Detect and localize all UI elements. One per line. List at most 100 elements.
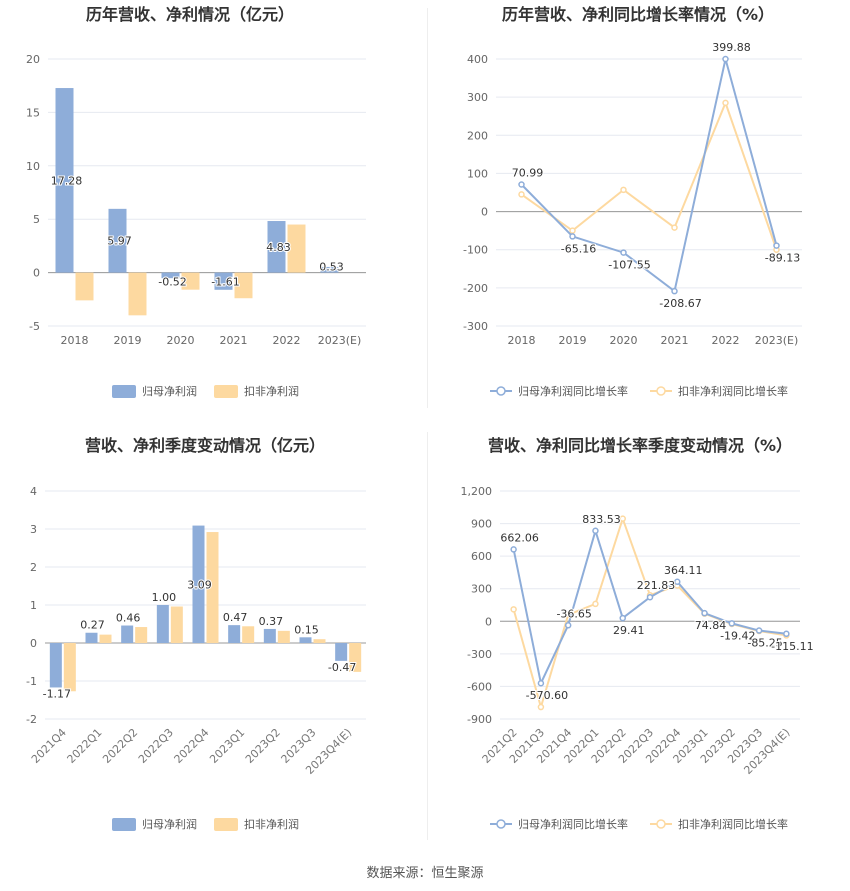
bar-non-recurring-profit: [63, 643, 76, 692]
y-tick-label: -1: [26, 675, 37, 688]
bar-net-profit: [161, 272, 180, 279]
point-net-profit-growth: [755, 627, 763, 634]
x-tick-label: 2020: [610, 334, 638, 347]
bar-non-recurring-profit: [313, 639, 326, 643]
legend-label: 归母净利润同比增长率: [518, 384, 628, 398]
x-tick-label: 2023Q1: [207, 726, 247, 766]
legend-label: 扣非净利润同比增长率: [678, 384, 788, 398]
bar-net-profit: [335, 643, 348, 661]
legend: 归母净利润同比增长率 扣非净利润同比增长率: [490, 817, 788, 831]
quarterly-bar-chart: 营收、净利季度变动情况（亿元）-2-1012342021Q42022Q12022…: [26, 436, 366, 831]
data-label: 0.37: [259, 615, 284, 628]
bar-net-profit: [214, 272, 233, 290]
legend-label: 归母净利润: [142, 384, 197, 398]
data-label: -208.67: [659, 297, 701, 310]
data-label: -570.60: [526, 689, 568, 702]
legend-swatch: [496, 819, 506, 829]
y-tick-label: 20: [26, 53, 40, 66]
x-tick-label: 2018: [61, 334, 89, 347]
y-tick-label: 300: [467, 91, 488, 104]
y-tick-label: -200: [463, 282, 488, 295]
y-tick-label: 15: [26, 106, 40, 119]
bar-non-recurring-profit: [349, 643, 362, 672]
bar-non-recurring-profit: [277, 630, 290, 643]
y-tick-label: 300: [471, 583, 492, 596]
data-label: 17.28: [51, 174, 83, 187]
bar-net-profit: [55, 88, 74, 273]
y-tick-label: -900: [467, 713, 492, 726]
legend-swatch: [656, 819, 666, 829]
data-label: -0.52: [158, 276, 186, 289]
x-tick-label: 2021: [220, 334, 248, 347]
y-tick-label: 4: [30, 485, 37, 498]
point-net-profit-growth: [510, 546, 517, 553]
data-label: -1.61: [211, 276, 239, 289]
data-label: 0.15: [294, 623, 319, 636]
x-tick-label: 2022: [273, 334, 301, 347]
legend-swatch: [214, 385, 238, 398]
bar-non-recurring-profit: [181, 272, 200, 290]
bar-non-recurring-profit: [242, 626, 255, 643]
x-tick-label: 2022Q4: [172, 726, 212, 766]
y-tick-label: 100: [467, 167, 488, 180]
data-label: -1.17: [43, 687, 71, 700]
legend-label: 归母净利润: [142, 817, 197, 831]
data-label: 74.84: [695, 619, 727, 632]
point-net-profit-growth: [671, 287, 678, 295]
bar-non-recurring-profit: [135, 627, 148, 643]
y-tick-label: 400: [467, 53, 488, 66]
y-tick-label: -300: [467, 648, 492, 661]
point-net-profit-growth: [701, 609, 708, 617]
y-tick-label: -600: [467, 680, 492, 693]
y-tick-label: 0: [30, 637, 37, 650]
legend-swatch: [496, 386, 506, 396]
point-net-profit-growth: [518, 181, 525, 188]
point-non-recurring-growth: [671, 224, 678, 231]
line-net-profit-growth: [520, 58, 778, 293]
y-tick-label: -100: [463, 244, 488, 257]
x-tick-label: 2019: [114, 334, 142, 347]
bar-net-profit: [108, 208, 127, 273]
legend-swatch: [112, 385, 136, 398]
y-tick-label: 3: [30, 523, 37, 536]
bar-net-profit: [121, 625, 134, 643]
x-tick-label: 2022: [712, 334, 740, 347]
bar-non-recurring-profit: [75, 272, 94, 301]
chart-title: 营收、净利季度变动情况（亿元）: [85, 436, 325, 455]
line-non-recurring-growth: [512, 515, 787, 711]
y-tick-label: 10: [26, 160, 40, 173]
point-net-profit-growth: [783, 630, 790, 638]
y-tick-label: 5: [33, 213, 40, 226]
x-tick-label: 2020: [167, 334, 195, 347]
y-tick-label: -300: [463, 320, 488, 333]
legend: 归母净利润 扣非净利润: [112, 817, 299, 831]
y-tick-label: 0: [481, 206, 488, 219]
data-label: -65.16: [561, 242, 596, 255]
legend-swatch: [656, 386, 666, 396]
legend-label: 扣非净利润同比增长率: [678, 817, 788, 831]
data-label: -19.42: [720, 629, 755, 642]
data-label: 5.97: [107, 235, 132, 248]
annual-bar-chart: 历年营收、净利情况（亿元） -5 0 5 10 15 20 2018 2019 2020 2021 2…: [26, 5, 366, 398]
legend-swatch: [112, 818, 136, 831]
bar-non-recurring-profit: [128, 272, 147, 316]
point-net-profit-growth: [619, 614, 626, 622]
y-tick-label: 600: [471, 550, 492, 563]
point-non-recurring-growth: [620, 186, 627, 194]
data-label: 29.41: [613, 624, 645, 637]
data-label: 399.88: [712, 41, 751, 54]
bar-net-profit: [156, 605, 169, 643]
chart-title: 营收、净利同比增长率季度变动情况（%）: [488, 436, 792, 455]
x-tick-label: 2023Q2: [243, 726, 283, 766]
x-tick-label: 2021: [661, 334, 689, 347]
bar-net-profit: [85, 632, 98, 643]
data-label: 364.11: [664, 564, 703, 577]
data-label: 662.06: [500, 531, 539, 544]
panel-divider: [427, 432, 428, 840]
data-label: -107.55: [608, 259, 650, 272]
chart-title: 历年营收、净利同比增长率情况（%）: [502, 5, 774, 24]
point-non-recurring-growth: [722, 99, 729, 107]
x-tick-label: 2023(E): [755, 334, 799, 347]
data-label: 0.46: [116, 612, 141, 625]
